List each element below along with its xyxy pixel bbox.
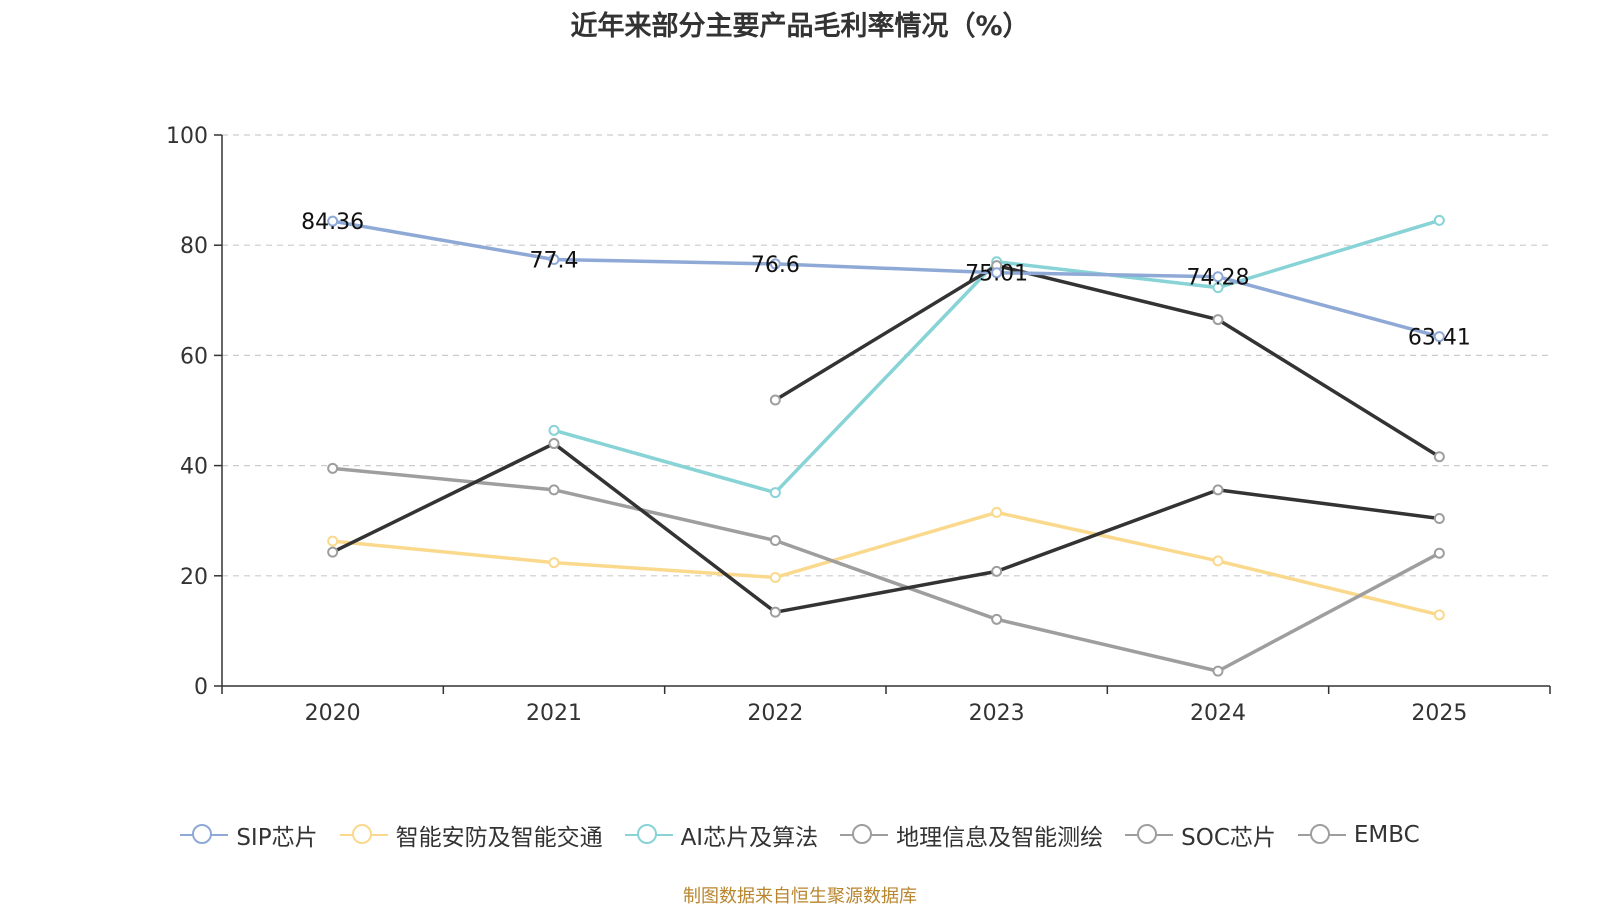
series-3-point <box>769 535 781 547</box>
series-1-point <box>769 571 781 583</box>
legend-marker-icon <box>840 823 889 847</box>
series-4-point <box>548 438 560 450</box>
series-2-point <box>548 424 560 436</box>
series-5-point <box>1433 451 1445 463</box>
legend-item-3[interactable]: 地理信息及智能测绘 <box>840 818 1103 852</box>
legend-label: SIP芯片 <box>236 825 318 851</box>
chart-title: 近年来部分主要产品毛利率情况（%） <box>570 11 1030 42</box>
data-label: 77.4 <box>530 249 579 274</box>
series-1-point <box>548 557 560 569</box>
series-0-point <box>548 254 560 266</box>
series-4-point <box>1433 512 1445 524</box>
series-1-point <box>327 535 339 547</box>
legend-label: 智能安防及智能交通 <box>395 825 603 851</box>
series-1-point <box>991 506 1003 518</box>
x-tick-label: 2022 <box>747 701 803 726</box>
series-0-point <box>769 258 781 270</box>
series-0-line <box>332 219 1440 339</box>
series-0-point <box>327 215 339 227</box>
series-4-point <box>769 606 781 618</box>
series-3-point <box>327 462 339 474</box>
legend: SIP芯片 智能安防及智能交通 AI芯片及算法 地理信息及智能测绘 SOC芯片 EMBC <box>0 818 1600 852</box>
data-label: 75.01 <box>965 262 1028 287</box>
series-2-point <box>769 487 781 499</box>
series-1-line <box>332 510 1440 617</box>
legend-marker-icon <box>339 823 388 847</box>
legend-label: 地理信息及智能测绘 <box>896 825 1104 851</box>
x-tick-label: 2023 <box>969 701 1025 726</box>
legend-item-1[interactable]: 智能安防及智能交通 <box>339 818 603 852</box>
y-tick-label: 0 <box>194 675 208 700</box>
data-label: 76.6 <box>751 253 800 278</box>
series-0-point <box>1212 271 1224 283</box>
series-3-point <box>548 484 560 496</box>
series-3-point <box>1212 665 1224 677</box>
legend-label: EMBC <box>1353 822 1420 848</box>
series-1-point <box>1433 609 1445 621</box>
legend-item-2[interactable]: AI芯片及算法 <box>624 818 819 852</box>
x-tick-label: 2021 <box>526 701 582 726</box>
legend-label: AI芯片及算法 <box>680 825 819 851</box>
data-label: 84.36 <box>301 210 364 235</box>
series-3-point <box>991 613 1003 625</box>
source-note: 制图数据来自恒生聚源数据库 <box>683 886 917 907</box>
series-5-point <box>769 394 781 406</box>
series-4-point <box>327 546 339 558</box>
legend-item-4[interactable]: SOC芯片 <box>1125 818 1276 852</box>
x-tick-label: 2020 <box>305 701 361 726</box>
legend-item-5[interactable]: EMBC <box>1297 822 1420 848</box>
series-3-line <box>332 466 1441 673</box>
data-label: 74.28 <box>1187 266 1250 291</box>
series-0-point <box>991 267 1003 279</box>
x-tick-label: 2024 <box>1190 701 1246 726</box>
legend-marker-icon <box>624 823 673 847</box>
y-tick-label: 20 <box>180 565 208 590</box>
series-4-point <box>1212 484 1224 496</box>
y-tick-label: 100 <box>166 124 208 149</box>
legend-marker-icon <box>1297 823 1346 847</box>
series-4-line <box>331 441 1440 614</box>
y-tick-label: 80 <box>180 234 208 259</box>
series-2-point <box>1212 282 1224 294</box>
series-1-point <box>1212 555 1224 567</box>
series-5-point <box>1212 314 1224 326</box>
series-0-point <box>1433 331 1445 343</box>
series-4-point <box>991 565 1003 577</box>
legend-label: SOC芯片 <box>1181 825 1276 851</box>
series-5-line <box>774 263 1441 459</box>
series-3-point <box>1433 547 1445 559</box>
series-2-point <box>1433 214 1445 226</box>
x-tick-label: 2025 <box>1411 701 1467 726</box>
y-tick-label: 60 <box>180 344 208 369</box>
data-label: 63.41 <box>1408 326 1471 351</box>
y-tick-label: 40 <box>180 455 208 480</box>
legend-marker-icon <box>180 823 229 847</box>
legend-marker-icon <box>1125 823 1174 847</box>
legend-item-0[interactable]: SIP芯片 <box>180 818 318 852</box>
